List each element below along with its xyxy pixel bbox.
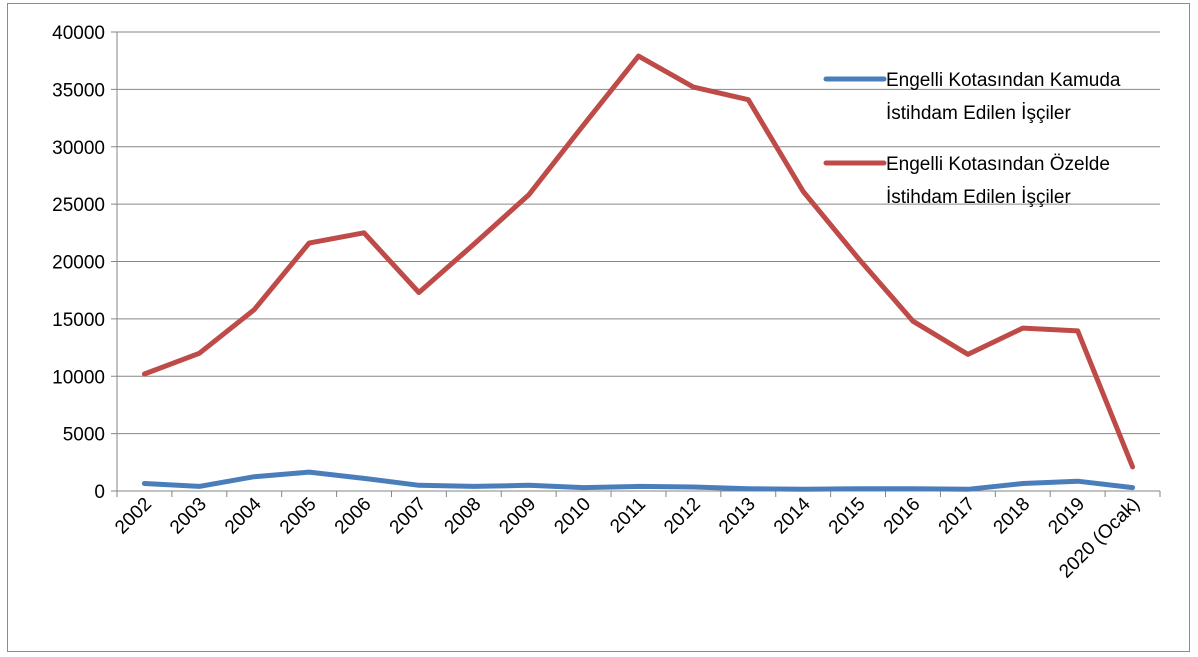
x-tick-label: 2013 xyxy=(715,494,760,539)
y-tick-label: 20000 xyxy=(52,253,105,274)
y-tick-label: 15000 xyxy=(52,310,105,331)
y-tick-label: 0 xyxy=(94,482,105,503)
series-lines xyxy=(141,53,1136,492)
y-tick-label: 35000 xyxy=(52,80,105,101)
series-line-2 xyxy=(141,53,1136,470)
y-tick-label: 25000 xyxy=(52,195,105,216)
x-tick-label: 2015 xyxy=(825,494,870,539)
legend-label-1: Engelli Kotasından Kamuda xyxy=(886,70,1121,91)
x-tick-label: 2017 xyxy=(935,494,980,539)
x-tick-label: 2004 xyxy=(221,493,266,538)
legend: Engelli Kotasından Kamuda İstihdam Edilen… xyxy=(823,70,1121,208)
chart-frame: 0 5000 10000 15000 20000 25000 30000 35000 40000… xyxy=(7,3,1190,652)
y-tick-label: 5000 xyxy=(63,425,105,446)
legend-label-1: İstihdam Edilen İşçiler xyxy=(886,103,1071,124)
legend-label-2: Engelli Kotasından Özelde xyxy=(886,154,1110,175)
x-tick-label: 2003 xyxy=(166,494,211,539)
x-tick-label: 2006 xyxy=(331,494,376,539)
x-tick-label: 2016 xyxy=(880,494,925,539)
y-tick-label: 40000 xyxy=(52,23,105,44)
y-axis-tick-labels: 0 5000 10000 15000 20000 25000 30000 35000 40000 xyxy=(52,23,105,503)
x-tick-label: 2019 xyxy=(1044,494,1089,539)
x-tick-label: 2010 xyxy=(550,494,595,539)
x-tick-label: 2008 xyxy=(441,494,486,539)
axes xyxy=(111,31,1161,497)
x-tick-label: 2018 xyxy=(990,494,1035,539)
line-chart: 0 5000 10000 15000 20000 25000 30000 35000 40000… xyxy=(52,23,1161,582)
legend-label-2: İstihdam Edilen İşçiler xyxy=(886,187,1071,208)
y-tick-label: 10000 xyxy=(52,367,105,388)
series-line-1 xyxy=(141,469,1136,492)
x-axis-tick-labels: 2002 2003 2004 2005 2006 2007 2008 2009 2010 2011… xyxy=(111,493,1144,582)
x-tick-label: 2011 xyxy=(606,494,650,538)
x-tick-label: 2012 xyxy=(660,494,705,539)
gridlines xyxy=(117,31,1160,435)
x-tick-label: 2005 xyxy=(276,494,321,539)
y-tick-label: 30000 xyxy=(52,138,105,159)
x-tick-label: 2009 xyxy=(495,494,540,539)
x-tick-label: 2002 xyxy=(111,494,156,539)
x-tick-label: 2014 xyxy=(770,493,815,538)
x-tick-label: 2007 xyxy=(386,494,431,539)
